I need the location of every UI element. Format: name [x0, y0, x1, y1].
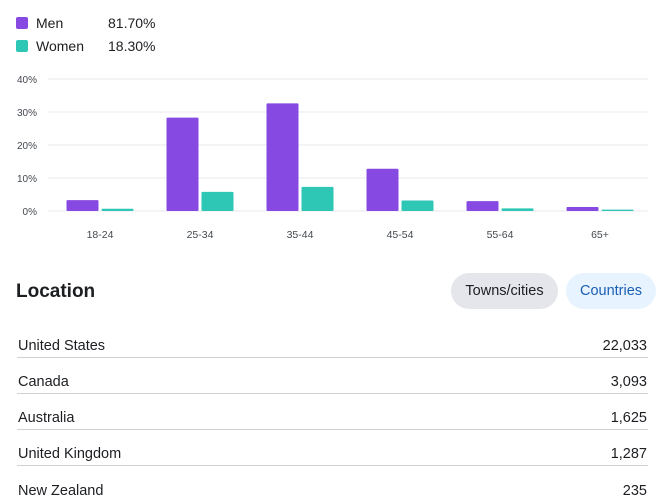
location-row-4: New Zealand 235 — [17, 466, 648, 501]
legend-value: 81.70% — [108, 14, 156, 31]
bar-women-35-44 — [301, 186, 334, 211]
y-tick-label: 40% — [17, 75, 37, 86]
bar-men-35-44 — [266, 103, 299, 211]
bar-women-18-24 — [101, 208, 134, 211]
bar-men-65+ — [566, 207, 599, 211]
x-tick-label: 35-44 — [287, 229, 314, 241]
age-gender-bar-chart: 0% 10% 20% 30% 40% 18-24 25-34 35-44 45-54 55-64 6… — [17, 75, 648, 241]
bar-men-18-24 — [66, 200, 99, 211]
legend-label: Men — [36, 14, 64, 31]
country-name: United States — [18, 338, 106, 354]
country-count: 3,093 — [610, 374, 647, 390]
women-swatch — [16, 39, 28, 52]
x-tick-label: 18-24 — [87, 229, 114, 241]
country-name: United Kingdom — [18, 446, 122, 462]
x-tick-label: 45-54 — [387, 229, 414, 241]
location-list: United States 22,033 Canada 3,093 Austra… — [17, 322, 648, 501]
country-count: 1,625 — [610, 410, 647, 426]
legend-value: 18.30% — [108, 37, 156, 54]
legend-item-women: Women 18.30% — [16, 34, 155, 57]
x-tick-label: 65+ — [591, 229, 609, 241]
bar-women-55-64 — [501, 208, 534, 211]
chart-legend: Men 81.70% Women 18.30% — [16, 11, 155, 57]
towns-cities-tab[interactable]: Towns/cities — [451, 273, 558, 309]
country-name: New Zealand — [18, 483, 104, 499]
y-tick-label: 10% — [17, 174, 37, 185]
bar-men-45-54 — [366, 168, 399, 211]
bar-men-25-34 — [166, 117, 199, 211]
countries-tab[interactable]: Countries — [566, 273, 656, 309]
x-tick-label: 25-34 — [187, 229, 214, 241]
legend-item-men: Men 81.70% — [16, 11, 155, 34]
country-name: Australia — [18, 410, 75, 426]
location-row-1: Canada 3,093 — [17, 358, 648, 394]
legend-label: Women — [36, 37, 84, 54]
bar-women-25-34 — [201, 191, 234, 211]
bar-women-45-54 — [401, 200, 434, 211]
x-tick-label: 55-64 — [487, 229, 514, 241]
country-count: 1,287 — [610, 446, 647, 462]
y-tick-label: 0% — [23, 207, 38, 218]
location-row-0: United States 22,033 — [17, 322, 648, 358]
location-row-3: United Kingdom 1,287 — [17, 430, 648, 466]
location-row-2: Australia 1,625 — [17, 394, 648, 430]
country-count: 235 — [622, 483, 647, 499]
location-heading: Location — [16, 281, 96, 302]
y-tick-label: 20% — [17, 141, 37, 152]
y-tick-label: 30% — [17, 108, 37, 119]
bar-men-55-64 — [466, 201, 499, 211]
bar-women-65+ — [601, 209, 634, 211]
country-count: 22,033 — [602, 338, 647, 354]
country-name: Canada — [18, 374, 69, 390]
men-swatch — [16, 16, 28, 29]
